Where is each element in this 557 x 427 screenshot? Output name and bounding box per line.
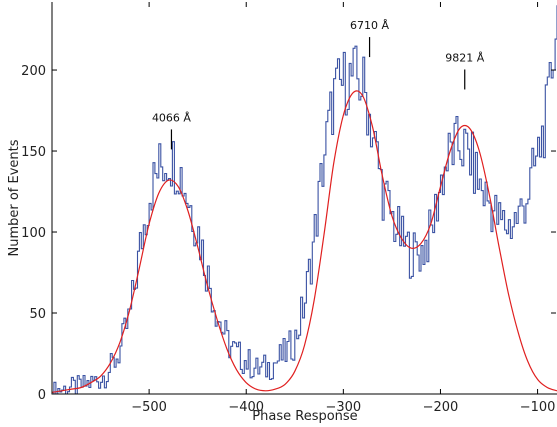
annotation-layer: 4066 Å 6710 Å 9821 Å [152,19,485,150]
series-fit-curve [51,90,557,393]
plot-area [52,2,557,394]
x-tick-label: −400 [228,400,264,415]
tick-layer: −500 −400 −300 −200 −100 0 50 100 150 200 [21,2,556,415]
x-tick-label: −100 [520,400,556,415]
annotation-label: 4066 Å [152,111,191,124]
x-axis-label: Phase Response [252,409,357,424]
annotation-label: 6710 Å [350,19,389,32]
series-layer [51,5,557,395]
y-tick-label: 200 [21,64,46,79]
y-tick-label: 0 [38,388,46,403]
x-tick-label: −200 [423,400,459,415]
y-tick-label: 50 [29,307,46,322]
x-tick-label: −500 [131,400,167,415]
y-tick-label: 150 [21,145,46,160]
y-tick-label: 100 [21,226,46,241]
series-histogram-line [52,5,557,395]
x-tick-label: −300 [325,400,361,415]
annotation-label: 9821 Å [445,51,484,64]
y-axis-label: Number of Events [7,139,22,256]
